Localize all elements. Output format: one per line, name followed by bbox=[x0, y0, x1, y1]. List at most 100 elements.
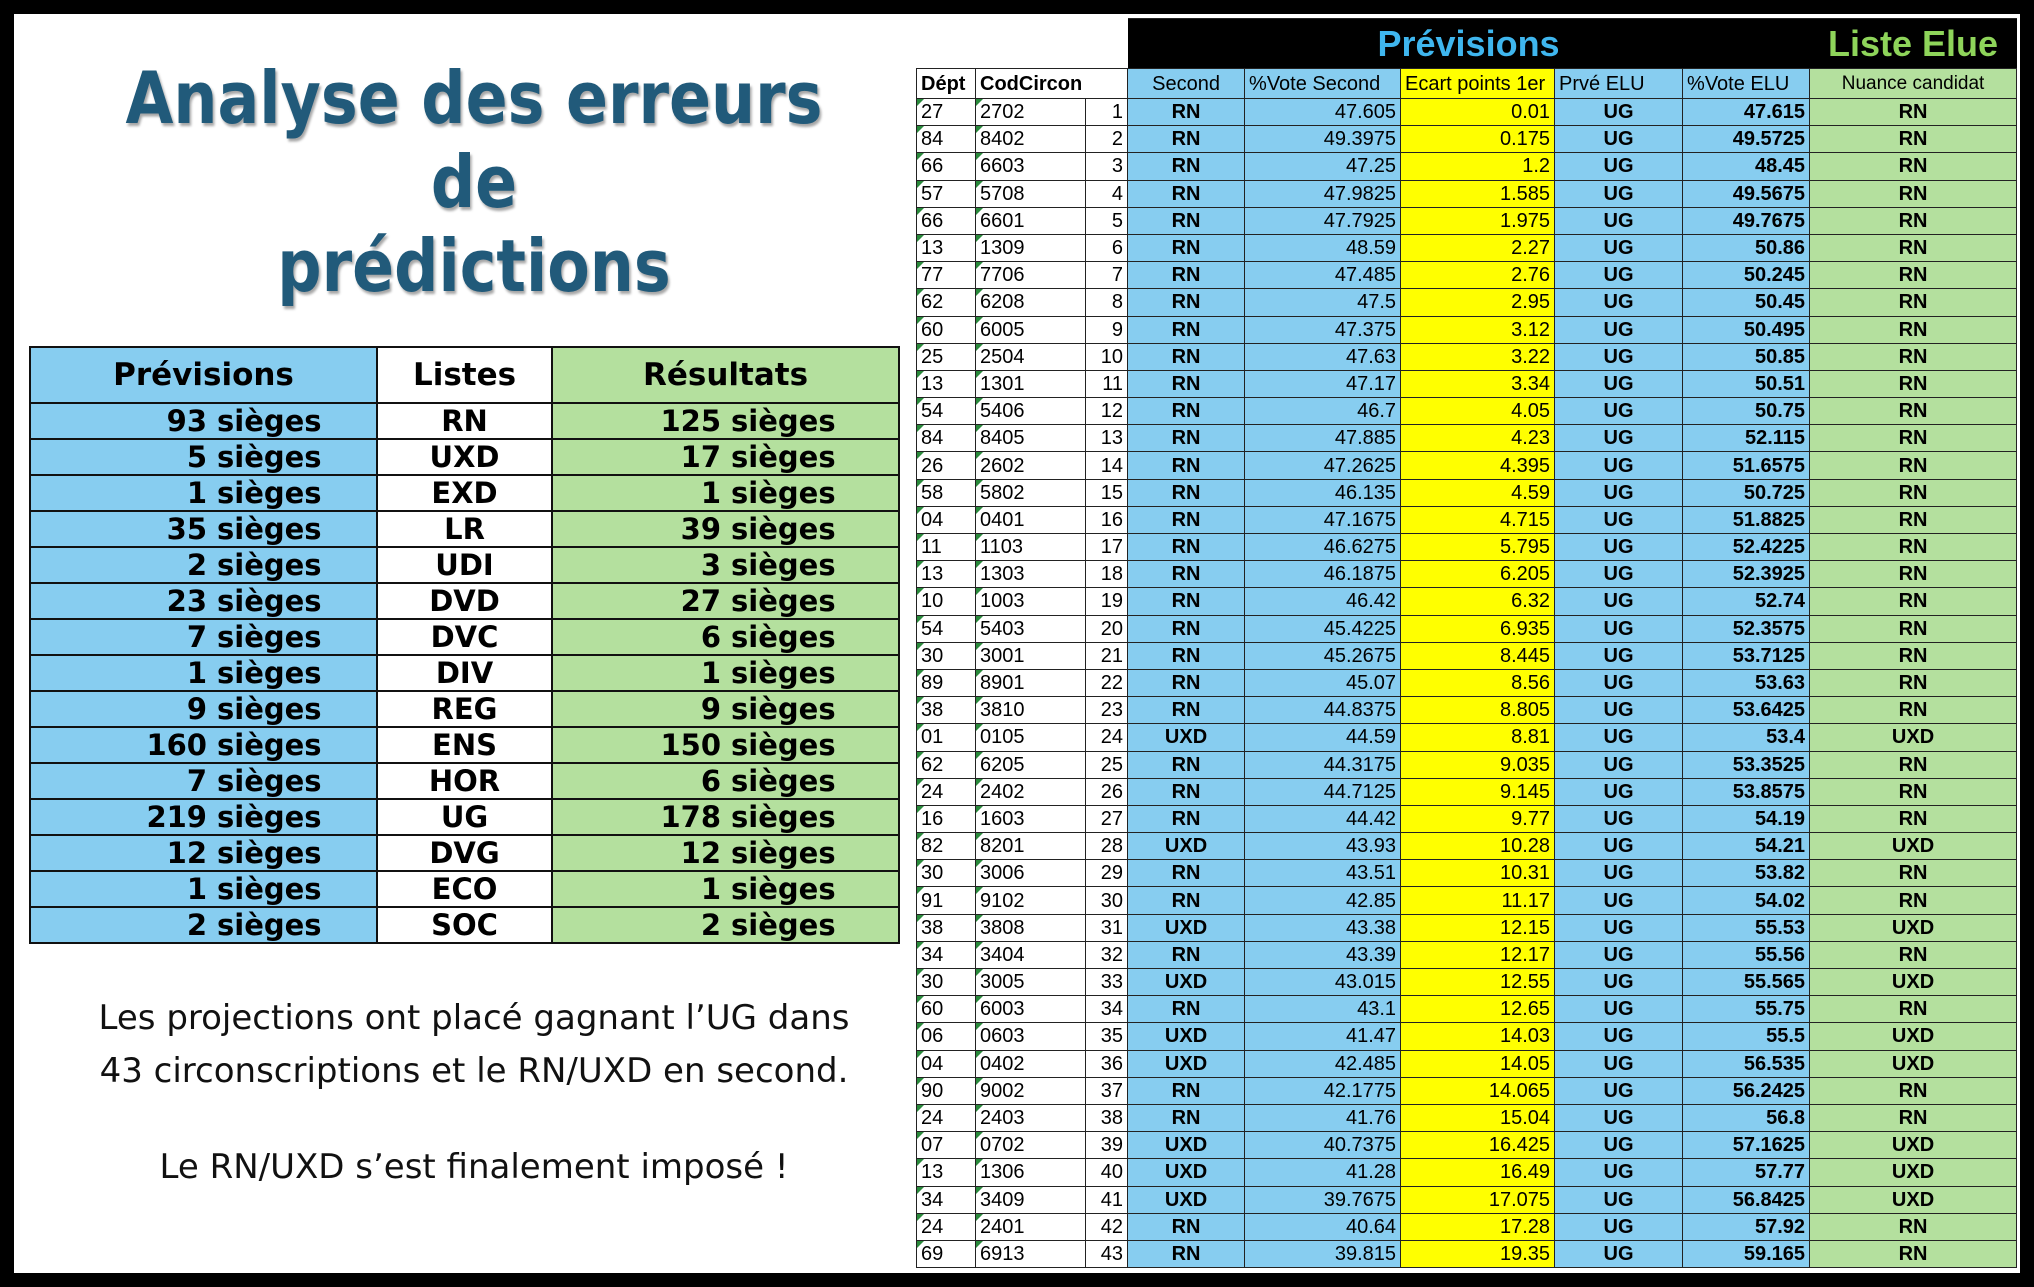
cell-vote-second[interactable]: 48.59 bbox=[1244, 233, 1402, 263]
cell-second[interactable]: RN bbox=[1127, 152, 1246, 181]
cell-rank[interactable]: 16 bbox=[1084, 505, 1129, 535]
cell-prve-elu[interactable]: UG bbox=[1554, 641, 1684, 670]
cell-rank[interactable]: 20 bbox=[1084, 614, 1129, 643]
cell-ecart[interactable]: 4.23 bbox=[1400, 424, 1556, 453]
cell-dept[interactable]: 06 bbox=[916, 1022, 976, 1051]
cell-vote-elu[interactable]: 59.165 bbox=[1682, 1239, 1811, 1269]
cell-rank[interactable]: 11 bbox=[1084, 369, 1129, 399]
cell-dept[interactable]: 62 bbox=[916, 750, 976, 779]
cell-prve-elu[interactable]: UG bbox=[1554, 967, 1684, 997]
cell-codcircon[interactable]: 5406 bbox=[975, 397, 1086, 426]
cell-prve-elu[interactable]: UG bbox=[1554, 696, 1684, 725]
cell-prve-elu[interactable]: UG bbox=[1554, 532, 1684, 562]
cell-vote-second[interactable]: 47.63 bbox=[1244, 342, 1402, 371]
cell-vote-second[interactable]: 43.1 bbox=[1244, 995, 1402, 1024]
cell-nuance[interactable]: RN bbox=[1809, 152, 2018, 181]
cell-prve-elu[interactable]: UG bbox=[1554, 478, 1684, 507]
cell-codcircon[interactable]: 3005 bbox=[975, 967, 1086, 997]
cell-vote-second[interactable]: 40.64 bbox=[1244, 1212, 1402, 1241]
cell-rank[interactable]: 17 bbox=[1084, 532, 1129, 562]
cell-dept[interactable]: 84 bbox=[916, 125, 976, 154]
cell-vote-elu[interactable]: 53.7125 bbox=[1682, 641, 1811, 670]
cell-nuance[interactable]: RN bbox=[1809, 451, 2018, 480]
cell-vote-second[interactable]: 41.28 bbox=[1244, 1158, 1402, 1187]
cell-nuance[interactable]: RN bbox=[1809, 940, 2018, 970]
cell-prve-elu[interactable]: UG bbox=[1554, 206, 1684, 235]
cell-second[interactable]: RN bbox=[1127, 560, 1246, 589]
cell-dept[interactable]: 66 bbox=[916, 152, 976, 181]
cell-ecart[interactable]: 9.145 bbox=[1400, 777, 1556, 806]
cell-vote-elu[interactable]: 50.725 bbox=[1682, 478, 1811, 507]
cell-nuance[interactable]: RN bbox=[1809, 261, 2018, 290]
cell-codcircon[interactable]: 6003 bbox=[975, 995, 1086, 1024]
col-header-vote-elu[interactable]: %Vote ELU bbox=[1682, 68, 1811, 99]
cell-vote-elu[interactable]: 53.3525 bbox=[1682, 750, 1811, 779]
cell-nuance[interactable]: RN bbox=[1809, 1212, 2018, 1241]
cell-ecart[interactable]: 1.975 bbox=[1400, 206, 1556, 235]
cell-vote-second[interactable]: 47.605 bbox=[1244, 97, 1402, 127]
cell-vote-elu[interactable]: 56.8425 bbox=[1682, 1185, 1811, 1214]
cell-vote-second[interactable]: 41.47 bbox=[1244, 1022, 1402, 1051]
cell-ecart[interactable]: 0.175 bbox=[1400, 125, 1556, 154]
cell-second[interactable]: RN bbox=[1127, 451, 1246, 480]
cell-vote-second[interactable]: 47.885 bbox=[1244, 424, 1402, 453]
cell-codcircon[interactable]: 0105 bbox=[975, 723, 1086, 752]
cell-vote-second[interactable]: 40.7375 bbox=[1244, 1131, 1402, 1160]
cell-ecart[interactable]: 5.795 bbox=[1400, 532, 1556, 562]
cell-prve-elu[interactable]: UG bbox=[1554, 1049, 1684, 1078]
cell-ecart[interactable]: 19.35 bbox=[1400, 1239, 1556, 1269]
cell-dept[interactable]: 25 bbox=[916, 342, 976, 371]
cell-second[interactable]: UXD bbox=[1127, 1049, 1246, 1078]
cell-ecart[interactable]: 12.55 bbox=[1400, 967, 1556, 997]
cell-vote-elu[interactable]: 50.245 bbox=[1682, 261, 1811, 290]
cell-dept[interactable]: 30 bbox=[916, 967, 976, 997]
cell-vote-second[interactable]: 47.9825 bbox=[1244, 179, 1402, 208]
cell-vote-elu[interactable]: 49.5675 bbox=[1682, 179, 1811, 208]
cell-rank[interactable]: 10 bbox=[1084, 342, 1129, 371]
cell-dept[interactable]: 62 bbox=[916, 288, 976, 317]
cell-nuance[interactable]: RN bbox=[1809, 560, 2018, 589]
cell-prve-elu[interactable]: UG bbox=[1554, 940, 1684, 970]
cell-dept[interactable]: 90 bbox=[916, 1076, 976, 1105]
cell-vote-second[interactable]: 41.76 bbox=[1244, 1103, 1402, 1133]
cell-prve-elu[interactable]: UG bbox=[1554, 1131, 1684, 1160]
cell-vote-second[interactable]: 43.39 bbox=[1244, 940, 1402, 970]
cell-dept[interactable]: 69 bbox=[916, 1239, 976, 1269]
cell-ecart[interactable]: 3.34 bbox=[1400, 369, 1556, 399]
cell-nuance[interactable]: RN bbox=[1809, 750, 2018, 779]
cell-vote-second[interactable]: 47.485 bbox=[1244, 261, 1402, 290]
cell-prve-elu[interactable]: UG bbox=[1554, 560, 1684, 589]
cell-rank[interactable]: 18 bbox=[1084, 560, 1129, 589]
cell-codcircon[interactable]: 8201 bbox=[975, 832, 1086, 861]
cell-rank[interactable]: 41 bbox=[1084, 1185, 1129, 1214]
cell-codcircon[interactable]: 6205 bbox=[975, 750, 1086, 779]
cell-vote-second[interactable]: 46.42 bbox=[1244, 587, 1402, 616]
cell-second[interactable]: UXD bbox=[1127, 1131, 1246, 1160]
cell-vote-second[interactable]: 49.3975 bbox=[1244, 125, 1402, 154]
cell-nuance[interactable]: RN bbox=[1809, 859, 2018, 888]
cell-dept[interactable]: 84 bbox=[916, 424, 976, 453]
cell-prve-elu[interactable]: UG bbox=[1554, 125, 1684, 154]
cell-nuance[interactable]: RN bbox=[1809, 804, 2018, 834]
cell-vote-second[interactable]: 42.485 bbox=[1244, 1049, 1402, 1078]
cell-dept[interactable]: 82 bbox=[916, 832, 976, 861]
cell-ecart[interactable]: 6.935 bbox=[1400, 614, 1556, 643]
cell-dept[interactable]: 24 bbox=[916, 777, 976, 806]
cell-nuance[interactable]: RN bbox=[1809, 505, 2018, 535]
cell-codcircon[interactable]: 5708 bbox=[975, 179, 1086, 208]
cell-prve-elu[interactable]: UG bbox=[1554, 152, 1684, 181]
cell-nuance[interactable]: RN bbox=[1809, 1239, 2018, 1269]
cell-rank[interactable]: 35 bbox=[1084, 1022, 1129, 1051]
cell-second[interactable]: RN bbox=[1127, 342, 1246, 371]
cell-dept[interactable]: 91 bbox=[916, 886, 976, 915]
cell-ecart[interactable]: 10.31 bbox=[1400, 859, 1556, 888]
cell-vote-elu[interactable]: 50.85 bbox=[1682, 342, 1811, 371]
cell-vote-second[interactable]: 46.6275 bbox=[1244, 532, 1402, 562]
cell-codcircon[interactable]: 3810 bbox=[975, 696, 1086, 725]
cell-vote-second[interactable]: 43.93 bbox=[1244, 832, 1402, 861]
cell-codcircon[interactable]: 3808 bbox=[975, 913, 1086, 942]
cell-vote-elu[interactable]: 50.75 bbox=[1682, 397, 1811, 426]
cell-second[interactable]: RN bbox=[1127, 1103, 1246, 1133]
cell-dept[interactable]: 66 bbox=[916, 206, 976, 235]
cell-prve-elu[interactable]: UG bbox=[1554, 804, 1684, 834]
